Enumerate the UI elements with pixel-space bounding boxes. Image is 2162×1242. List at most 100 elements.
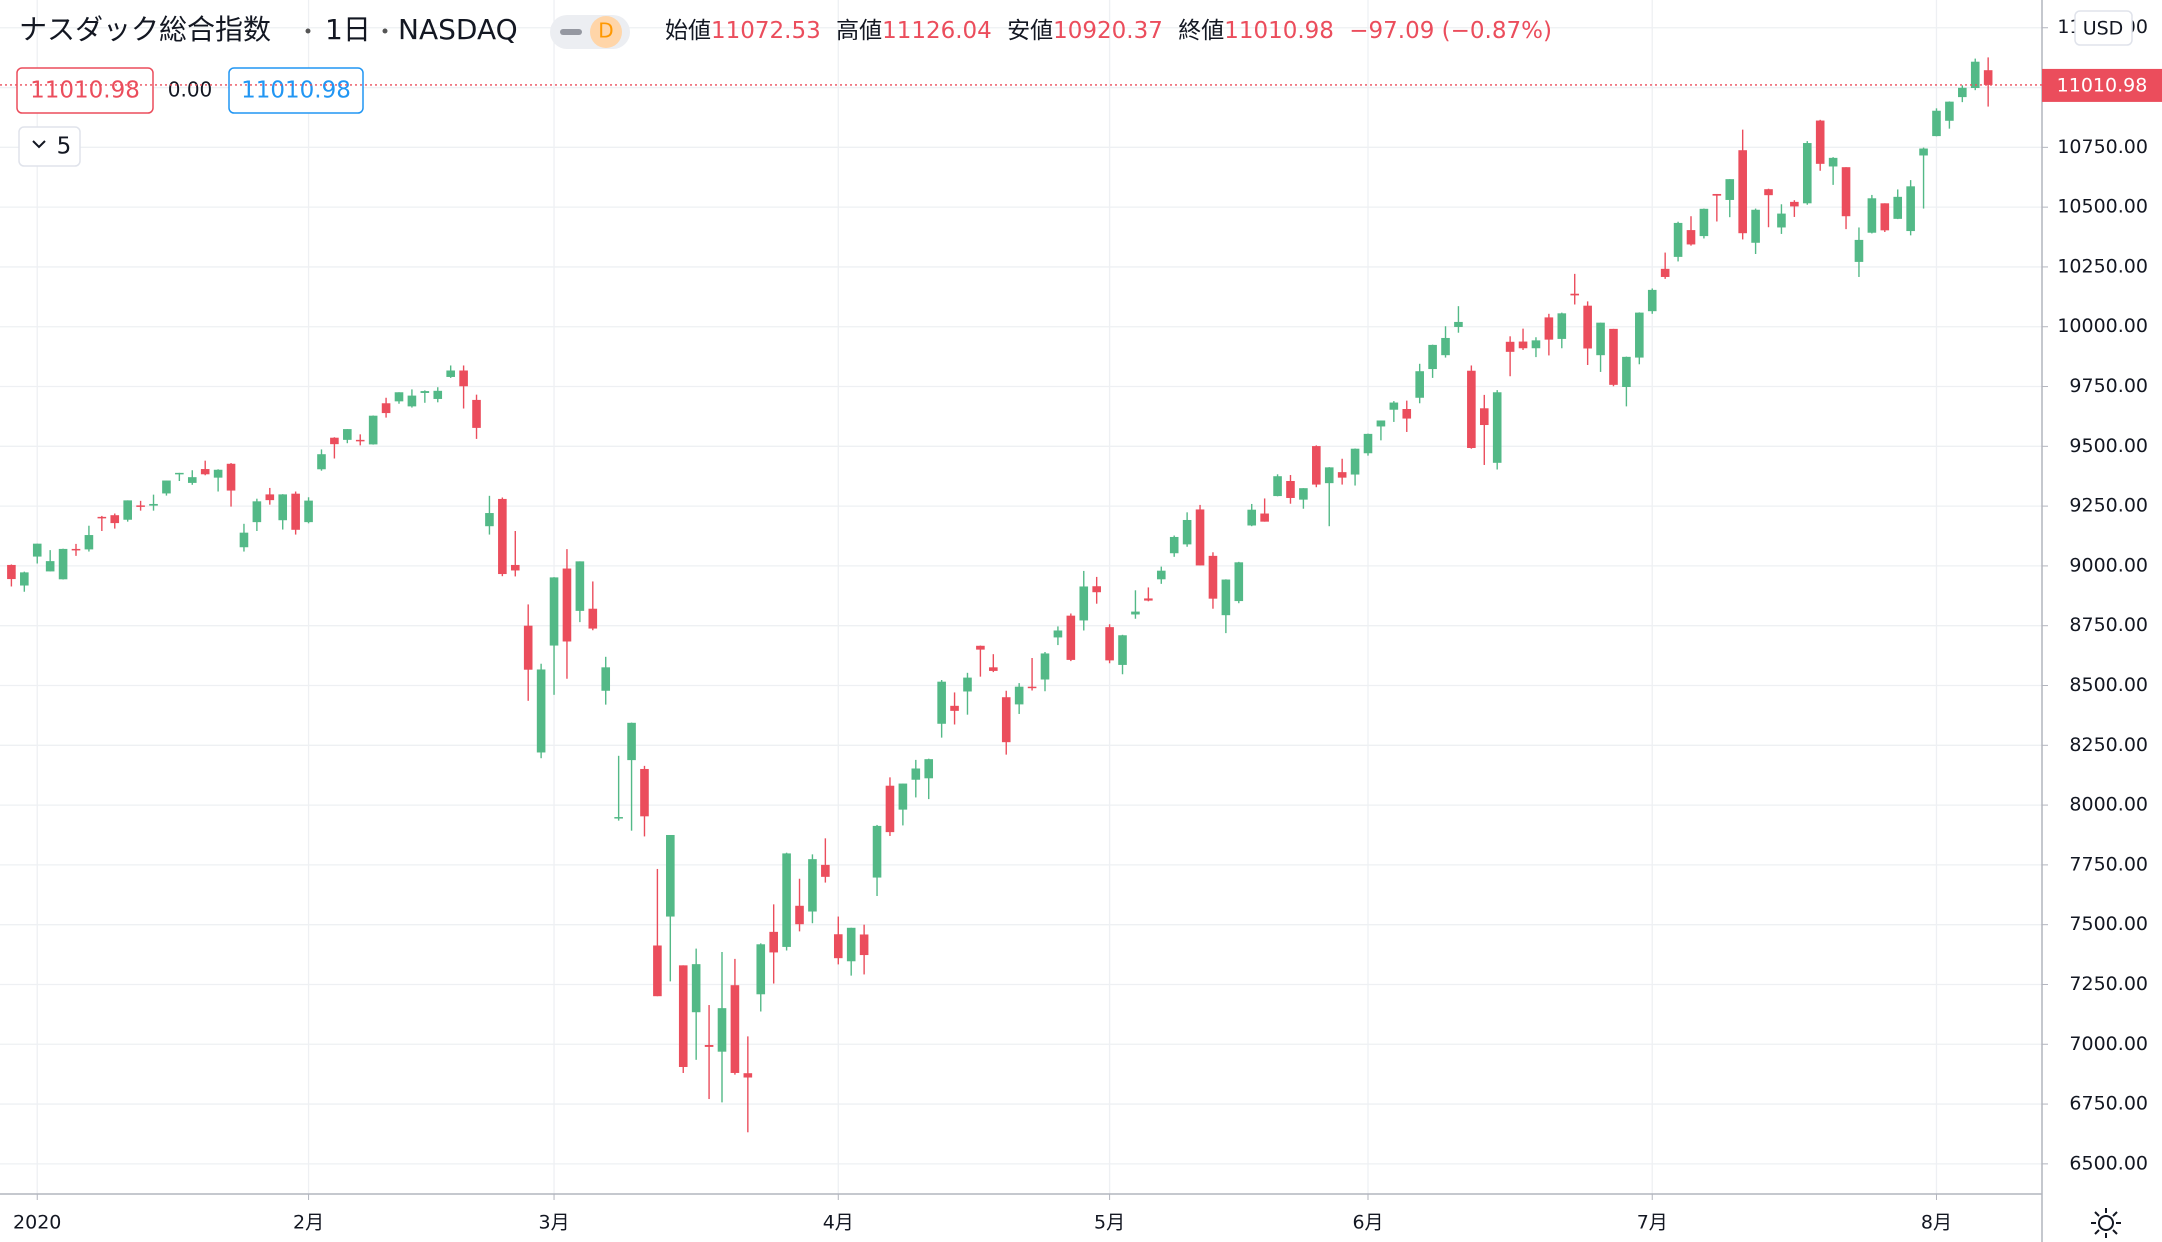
candle-body — [510, 564, 520, 571]
candle-body — [601, 667, 611, 691]
y-tick-label: 9500.00 — [2069, 435, 2148, 457]
candle-body — [1660, 268, 1670, 277]
y-tick-label: 6500.00 — [2069, 1152, 2148, 1174]
x-tick-label: 2020 — [13, 1212, 61, 1234]
candle-body — [355, 439, 365, 442]
candle-body — [1790, 201, 1799, 207]
candle-body — [950, 705, 959, 711]
candle-body — [1557, 313, 1567, 339]
candle-body — [1156, 570, 1166, 580]
candle-body — [666, 834, 675, 917]
candle-body — [252, 501, 262, 523]
exchange: NASDAQ — [398, 13, 518, 46]
settings-icon[interactable] — [2091, 1208, 2121, 1238]
candle-body — [1751, 209, 1760, 243]
buy-button[interactable] — [228, 67, 364, 114]
y-tick-label: 10250.00 — [2057, 255, 2148, 277]
candle-body — [1079, 586, 1089, 621]
candle-body — [1647, 289, 1657, 312]
candle-body — [1764, 189, 1773, 196]
candle-body — [1815, 120, 1825, 164]
candle-body — [821, 864, 830, 877]
candle-body — [808, 859, 817, 912]
candle-body — [549, 577, 559, 646]
candle-body — [653, 945, 662, 997]
candle-body — [1402, 409, 1412, 419]
candle-body — [756, 944, 766, 995]
x-tick-label: 4月 — [823, 1212, 854, 1234]
candle-body — [627, 722, 636, 761]
candle-body — [226, 463, 236, 491]
currency: USD — [2083, 18, 2124, 40]
candle-body — [1415, 371, 1424, 398]
candle-body — [136, 505, 145, 507]
x-tick-label: 8月 — [1921, 1212, 1952, 1234]
legend-value: 10920.37 — [1053, 18, 1163, 44]
spread: 0.00 — [168, 78, 213, 102]
candle-body — [885, 785, 895, 833]
interval-badge: D — [598, 19, 613, 43]
y-tick-label: 9750.00 — [2069, 375, 2148, 397]
candle-body — [588, 608, 598, 629]
candle-body — [110, 515, 120, 524]
sell-button[interactable] — [16, 67, 154, 114]
candle-body — [149, 503, 158, 506]
candle-body — [58, 548, 68, 580]
y-tick-label: 6750.00 — [2069, 1093, 2148, 1115]
candle-body — [1247, 509, 1257, 526]
last-price-tag — [2042, 68, 2162, 102]
settings-icon-rays — [2091, 1208, 2121, 1238]
candle-body — [1622, 356, 1631, 387]
candle-body — [963, 677, 972, 692]
candle-body — [1518, 341, 1528, 349]
y-tick-label: 7750.00 — [2069, 853, 2148, 875]
candle-body — [1570, 293, 1580, 296]
separator — [382, 28, 388, 34]
candle-body — [304, 500, 313, 523]
candle-body — [1454, 321, 1463, 327]
candle-body — [1531, 340, 1541, 349]
candle-body — [446, 370, 455, 377]
candle-body — [1441, 337, 1450, 356]
candle-body — [1596, 322, 1605, 356]
candle-body — [704, 1044, 714, 1047]
currency-badge[interactable] — [2074, 10, 2133, 46]
candle-body — [97, 516, 107, 519]
y-tick-label: 9250.00 — [2069, 495, 2148, 517]
candle-body — [717, 1008, 727, 1052]
candle-body — [200, 469, 210, 475]
candle-body — [1738, 150, 1747, 234]
candle-body — [485, 513, 494, 527]
candle-body — [1144, 598, 1153, 601]
collapse-button[interactable] — [18, 126, 81, 167]
candle-body — [846, 927, 856, 962]
candle-body — [162, 480, 171, 494]
candle-body — [1505, 341, 1515, 352]
candle-body — [1970, 61, 1980, 89]
candle-body — [575, 561, 585, 611]
sell-price: 11010.98 — [30, 78, 140, 104]
candle-body — [20, 572, 29, 586]
candle-body — [1919, 148, 1928, 156]
candle-body — [1376, 420, 1386, 427]
legend-value: 11072.53 — [711, 18, 821, 44]
candles — [7, 57, 1993, 1133]
x-tick-label: 3月 — [538, 1212, 569, 1234]
overlay: 11010.98 — [0, 68, 2162, 102]
candle-body — [291, 493, 300, 530]
candle-body — [1299, 488, 1308, 500]
candle-body — [1273, 476, 1282, 497]
candle-body — [1635, 312, 1644, 358]
y-tick-label: 7500.00 — [2069, 913, 2148, 935]
candle-body — [1428, 344, 1437, 370]
candle-body — [937, 681, 946, 724]
candle-body — [420, 391, 430, 393]
grid — [0, 0, 2042, 1194]
symbol-title: ナスダック総合指数 — [19, 13, 271, 46]
candle-body — [1014, 686, 1024, 705]
candle-body — [1958, 87, 1967, 98]
y-tick-label: 8250.00 — [2069, 734, 2148, 756]
candle-body — [1092, 586, 1101, 593]
